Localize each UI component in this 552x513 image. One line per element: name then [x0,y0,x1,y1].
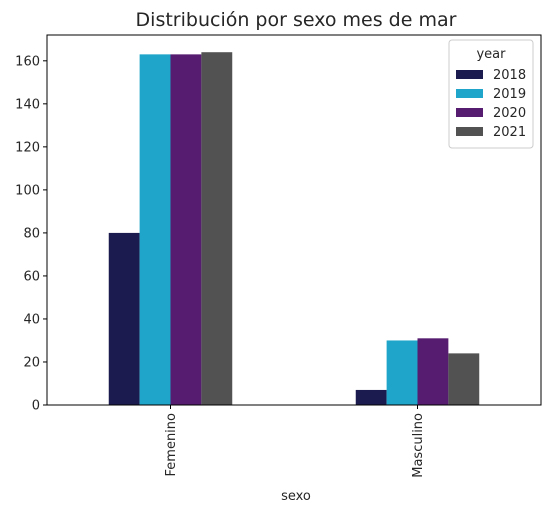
bar-2019-femenino [139,54,171,405]
y-axis: 0 20 40 60 80 100 120 140 160 [15,54,47,414]
y-tick-label: 20 [23,355,40,370]
y-tick-label: 160 [15,54,40,69]
legend-swatch-2018 [456,70,483,79]
y-tick-label: 120 [15,140,40,155]
legend-label-2020: 2020 [493,106,526,121]
legend-swatch-2021 [456,127,483,136]
x-tick-label-femenino: Femenino [164,413,179,477]
y-tick-label: 60 [23,269,40,284]
legend-label-2021: 2021 [493,125,526,140]
bar-2021-masculino [448,353,480,405]
bar-2018-masculino [355,389,387,405]
y-tick-label: 0 [32,399,40,414]
legend-swatch-2019 [456,89,483,98]
bar-2018-femenino [108,232,140,405]
y-tick-label: 40 [23,312,40,327]
plot-frame [46,34,542,406]
x-axis: Femenino Masculino [164,405,426,478]
bar-2019-masculino [386,340,418,405]
legend-box [448,39,534,149]
bar-2021-femenino [201,52,233,406]
legend: year 2018 2019 2020 2021 [448,39,534,149]
y-tick-label: 100 [15,183,40,198]
bar-2020-femenino [170,54,202,405]
y-tick-label: 80 [23,226,40,241]
bars-group [108,52,480,406]
x-axis-label: sexo [281,489,311,504]
legend-label-2019: 2019 [493,87,526,102]
legend-label-2018: 2018 [493,68,526,83]
bar-2020-masculino [417,338,449,405]
legend-swatch-2020 [456,108,483,117]
y-tick-label: 140 [15,97,40,112]
x-tick-label-masculino: Masculino [411,413,426,478]
legend-title: year [476,47,506,62]
chart-title: Distribución por sexo mes de mar [136,9,457,31]
